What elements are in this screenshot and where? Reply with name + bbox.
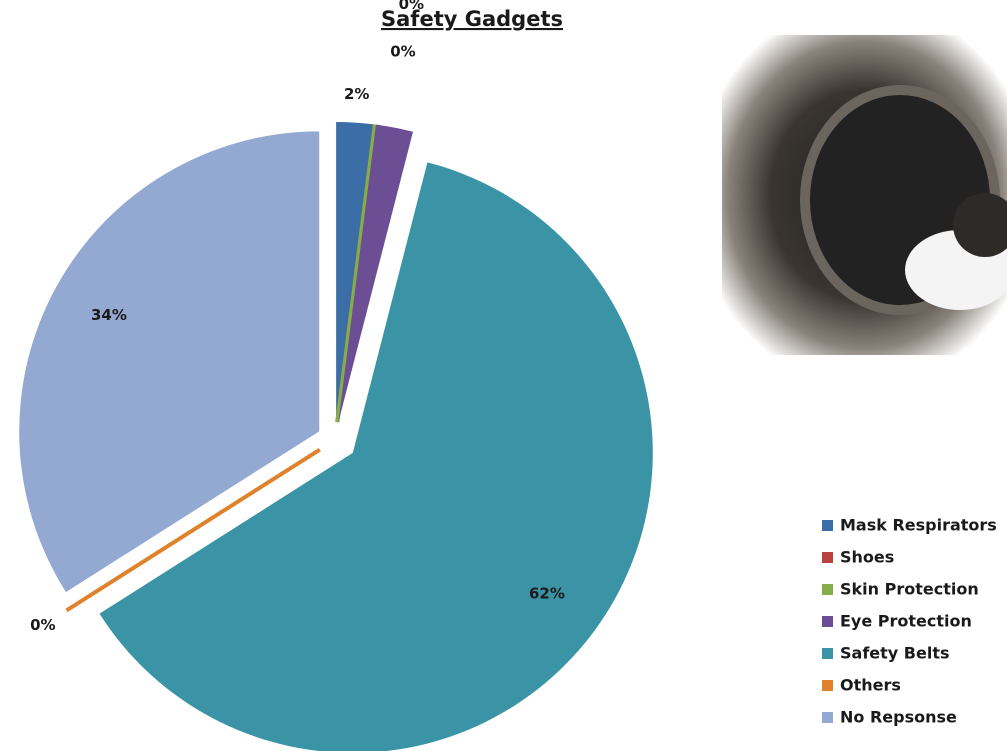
- legend-swatch: [822, 552, 833, 563]
- data-label: 34%: [91, 306, 127, 324]
- data-label: 0%: [30, 616, 55, 634]
- legend-swatch: [822, 680, 833, 691]
- legend-label: Others: [840, 676, 901, 695]
- data-label: 2%: [344, 85, 369, 103]
- legend-swatch: [822, 584, 833, 595]
- pie-slice: [99, 162, 653, 751]
- data-label: 0%: [399, 0, 424, 13]
- legend-label: Safety Belts: [840, 644, 949, 663]
- pie-slice: [338, 124, 413, 423]
- legend: Mask Respirators Shoes Skin Protection Eye …: [822, 516, 997, 727]
- legend-swatch: [822, 520, 833, 531]
- legend-swatch: [822, 648, 833, 659]
- legend-label: Mask Respirators: [840, 516, 997, 535]
- chart-title: Safety Gadgets: [381, 7, 563, 31]
- legend-label: Shoes: [840, 548, 894, 567]
- photo: [722, 35, 1007, 355]
- legend-label: No Repsonse: [840, 708, 957, 727]
- legend-label: Skin Protection: [840, 580, 979, 599]
- pie: 2%0%0%2%62%0%34%: [19, 0, 653, 751]
- data-label: 62%: [529, 584, 565, 602]
- pie-slice: [19, 131, 320, 593]
- pie-slice: [335, 124, 377, 423]
- legend-swatch: [822, 616, 833, 627]
- legend-label: Eye Protection: [840, 612, 972, 631]
- legend-swatch: [822, 712, 833, 723]
- data-label: 0%: [390, 42, 415, 60]
